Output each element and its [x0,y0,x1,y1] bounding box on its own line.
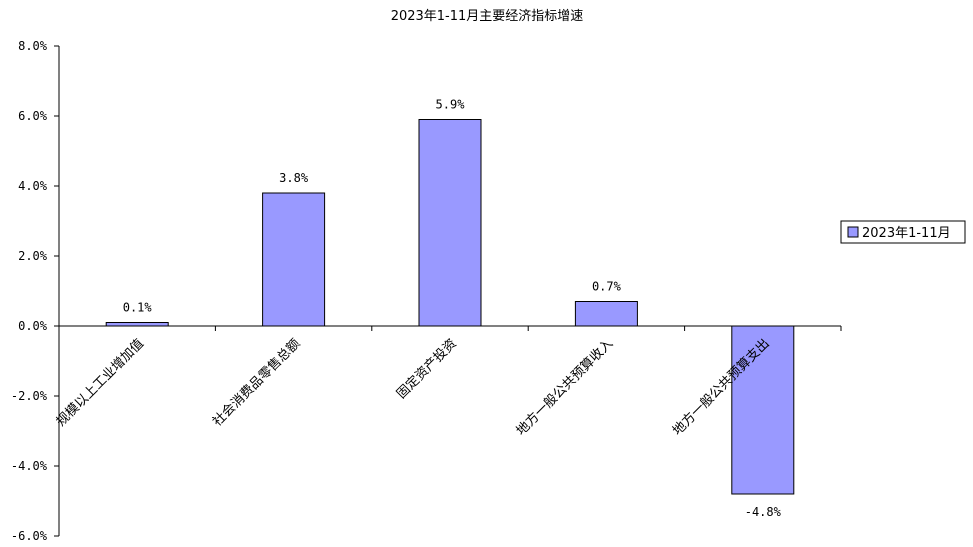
legend-label: 2023年1-11月 [862,226,951,241]
data-labels: 0.1% 3.8% 5.9% 0.7% -4.8% [123,98,782,520]
bar [418,119,482,327]
x-tick-label: 社会消费品零售总额 [209,336,303,430]
y-axis: 8.0% 6.0% 4.0% 2.0% 0.0% -2.0% -4.0% -6.0% [11,39,60,543]
y-tick-label: -6.0% [11,529,48,543]
data-label: 0.1% [123,301,153,315]
bar [105,322,169,327]
chart-title: 2023年1-11月主要经济指标增速 [391,9,584,24]
data-label: 3.8% [279,171,309,185]
legend-box [840,220,966,244]
y-tick-label: 8.0% [18,39,48,53]
x-axis: 规模以上工业增加值 社会消费品零售总额 固定资产投资 地方一般公共预算收入 地方一般公共… [53,325,842,439]
x-tick-label: 固定资产投资 [393,336,459,402]
y-tick-label: 2.0% [18,249,48,263]
y-tick-label: 4.0% [18,179,48,193]
x-tick-label: 规模以上工业增加值 [53,336,147,430]
bar [262,192,326,327]
y-tick-label: 0.0% [18,319,48,333]
y-tick-label: -4.0% [11,459,48,473]
bar [731,325,795,495]
legend-swatch [847,226,859,238]
y-tick-label: 6.0% [18,109,48,123]
x-tick-label: 地方一般公共预算收入 [513,336,616,439]
data-label: 5.9% [436,98,466,112]
y-tick-label: -2.0% [11,389,48,403]
data-label: -4.8% [745,505,782,519]
data-label: 0.7% [592,280,622,294]
bars [105,119,795,495]
bar [574,301,638,327]
legend: 2023年1-11月 [840,220,966,244]
